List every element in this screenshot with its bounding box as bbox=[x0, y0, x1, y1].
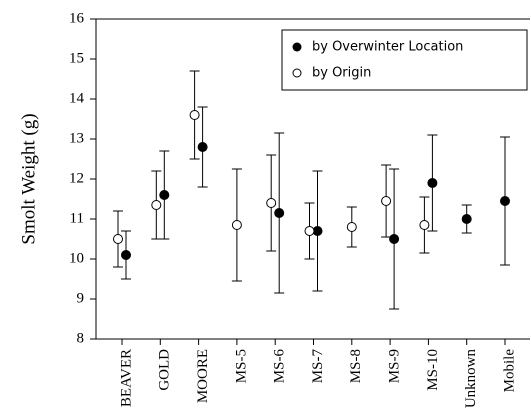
point bbox=[231, 220, 242, 230]
y-tick-label: 13 bbox=[69, 130, 84, 146]
x-tick-label: MS-9 bbox=[387, 349, 403, 383]
y-axis-label: Smolt Weight (g) bbox=[18, 113, 39, 244]
point bbox=[113, 234, 123, 244]
legend-marker bbox=[292, 42, 302, 52]
y-tick-label: 14 bbox=[69, 90, 85, 106]
y-tick-label: 11 bbox=[70, 210, 84, 226]
y-tick-label: 15 bbox=[69, 50, 84, 66]
point bbox=[266, 198, 277, 208]
point bbox=[304, 226, 315, 236]
point bbox=[189, 110, 200, 120]
point bbox=[389, 234, 400, 244]
x-tick-label: MS-8 bbox=[348, 349, 364, 383]
legend-box bbox=[281, 29, 528, 91]
x-tick-label: MS-5 bbox=[233, 349, 249, 383]
point bbox=[151, 200, 162, 210]
legend-label: by Overwinter Location bbox=[312, 40, 463, 55]
point bbox=[427, 178, 438, 188]
point bbox=[346, 222, 357, 232]
point bbox=[274, 208, 285, 218]
y-tick-label: 12 bbox=[69, 170, 84, 186]
y-tick-label: 9 bbox=[77, 290, 85, 306]
point bbox=[500, 196, 510, 206]
legend-marker bbox=[292, 68, 302, 78]
x-tick-label: MS-6 bbox=[272, 349, 288, 384]
x-tick-label: GOLD bbox=[157, 349, 173, 391]
y-tick-label: 16 bbox=[69, 10, 85, 26]
point bbox=[419, 220, 430, 230]
x-tick-label: MOORE bbox=[195, 349, 211, 403]
point bbox=[159, 190, 170, 200]
point bbox=[121, 250, 131, 260]
point bbox=[381, 196, 392, 206]
x-tick-label: BEAVER bbox=[118, 349, 134, 407]
x-tick-label: Mobile bbox=[501, 349, 517, 393]
point bbox=[461, 214, 472, 224]
x-tick-label: MS-7 bbox=[310, 349, 326, 384]
y-tick-label: 10 bbox=[69, 250, 84, 266]
point bbox=[197, 142, 208, 152]
x-tick-label: MS-10 bbox=[425, 349, 441, 391]
y-tick-label: 8 bbox=[77, 330, 85, 346]
legend-label: by Origin bbox=[312, 66, 371, 81]
x-tick-label: Unknown bbox=[463, 349, 479, 409]
